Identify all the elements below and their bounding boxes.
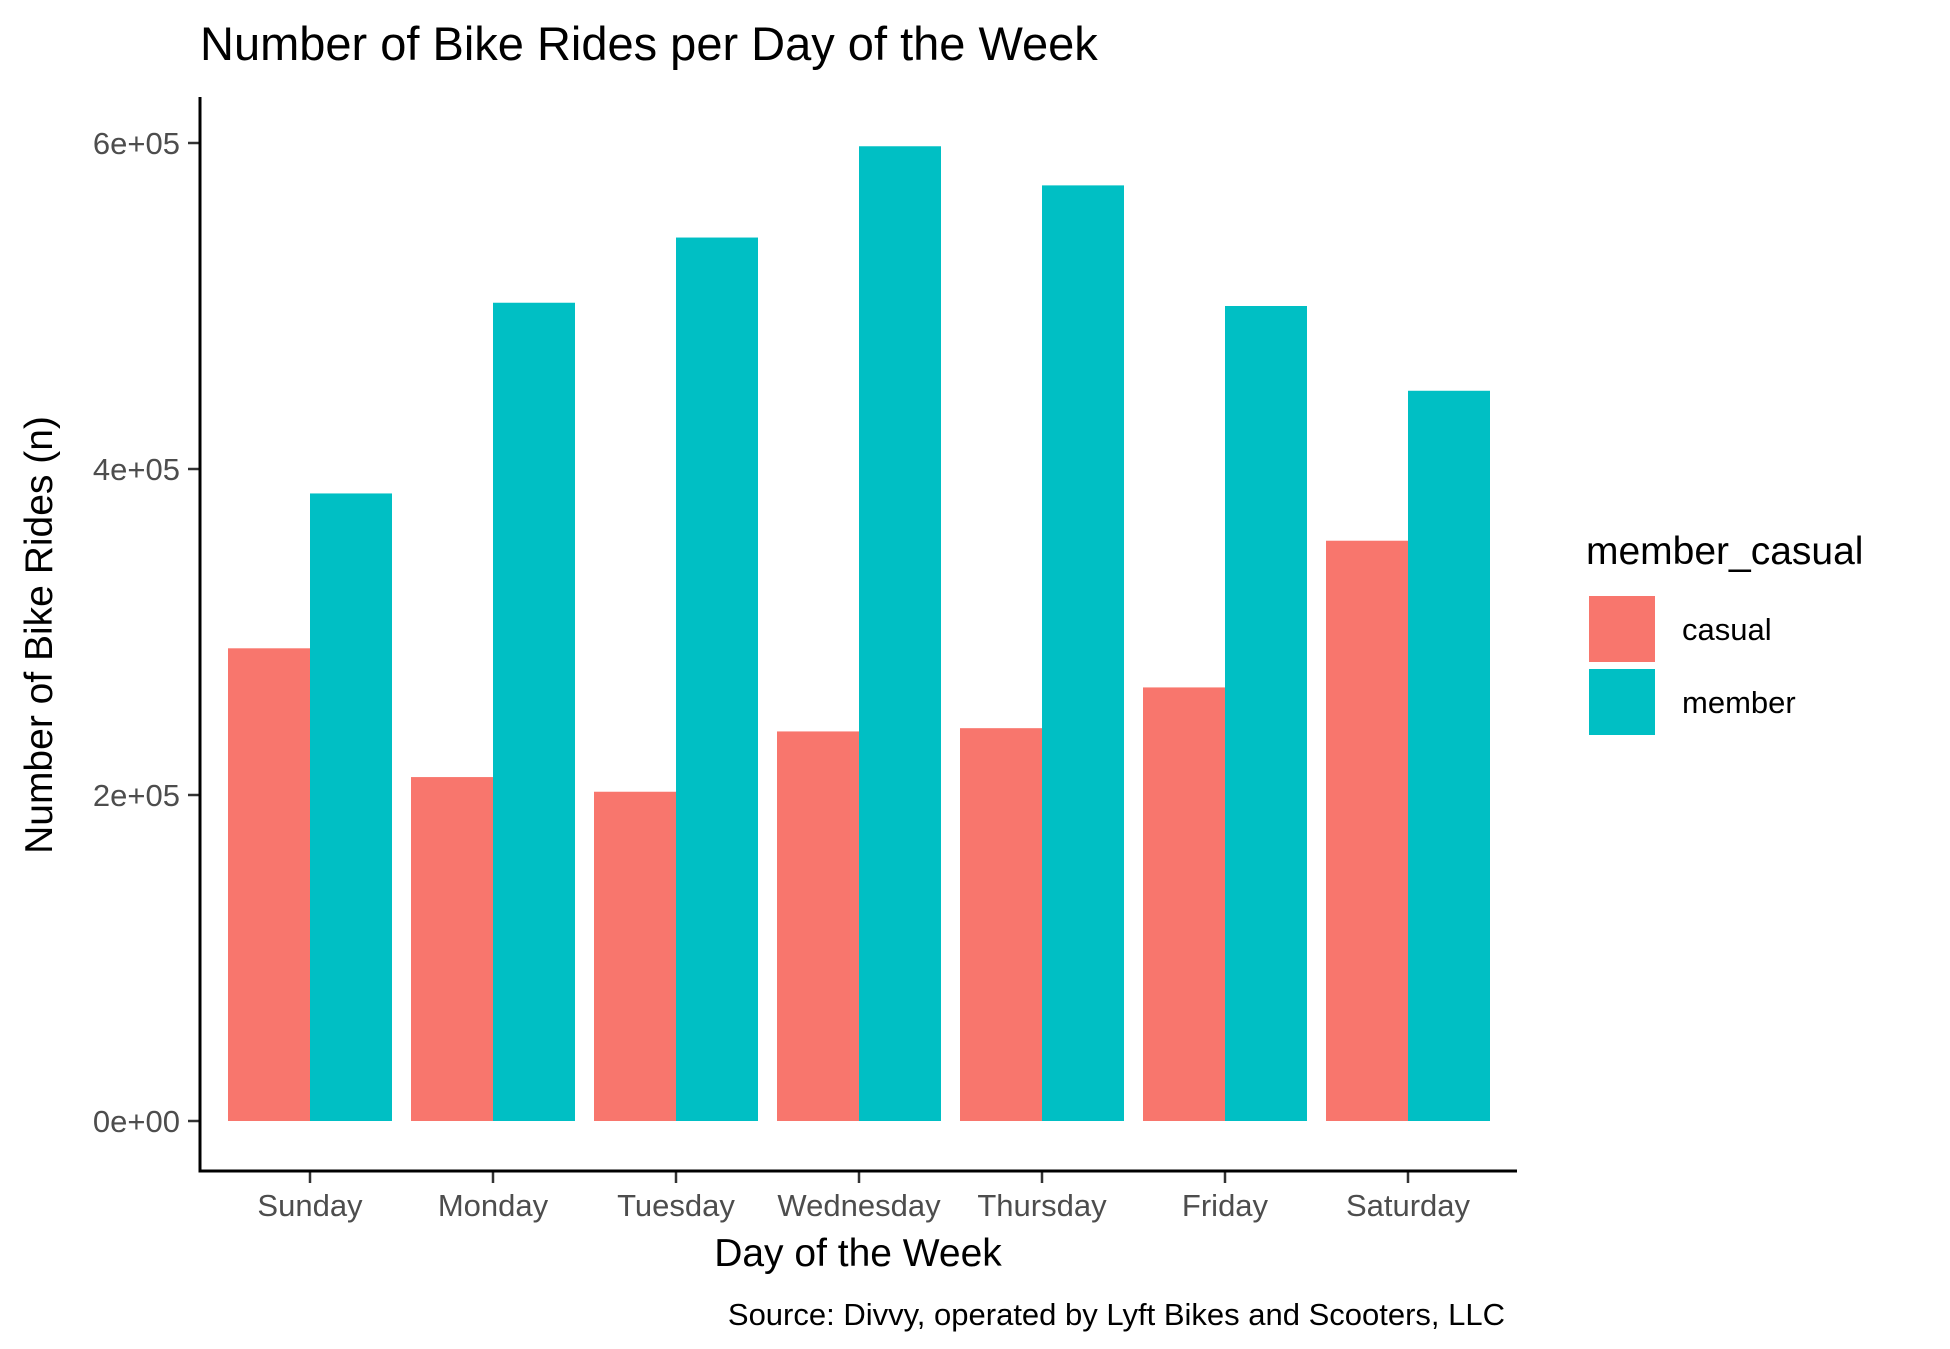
bar-member-saturday — [1408, 390, 1490, 1121]
legend-label-casual: casual — [1682, 612, 1772, 647]
x-tick-label-saturday: Saturday — [1346, 1188, 1471, 1223]
bar-casual-friday — [1143, 687, 1225, 1121]
legend-swatch-casual — [1589, 596, 1655, 662]
bar-member-tuesday — [676, 237, 758, 1122]
bar-casual-wednesday — [777, 731, 859, 1121]
bar-casual-saturday — [1326, 540, 1408, 1121]
bar-casual-monday — [411, 777, 493, 1121]
bar-casual-thursday — [960, 728, 1042, 1121]
x-axis-title: Day of the Week — [714, 1232, 1002, 1275]
y-axis-title: Number of Bike Rides (n) — [18, 416, 61, 854]
bar-member-thursday — [1042, 185, 1124, 1121]
x-tick-label-wednesday: Wednesday — [777, 1188, 941, 1223]
bar-casual-sunday — [228, 648, 310, 1121]
source-caption: Source: Divvy, operated by Lyft Bikes an… — [728, 1297, 1505, 1332]
x-axis: Sunday Monday Tuesday Wednesday Thursday Frid… — [257, 1171, 1471, 1223]
legend-title: member_casual — [1586, 530, 1863, 573]
bars — [228, 146, 1490, 1122]
legend: member_casual casual member — [1586, 530, 1863, 735]
y-tick-label: 2e+05 — [93, 778, 180, 813]
bar-member-friday — [1225, 306, 1307, 1121]
x-tick-label-friday: Friday — [1182, 1188, 1269, 1223]
y-tick-label: 0e+00 — [93, 1104, 180, 1139]
bar-member-wednesday — [859, 146, 941, 1121]
legend-swatch-member — [1589, 669, 1655, 735]
y-axis: 0e+00 2e+05 4e+05 6e+05 — [93, 126, 200, 1139]
chart-title: Number of Bike Rides per Day of the Week — [200, 17, 1098, 70]
y-tick-label: 4e+05 — [93, 452, 180, 487]
bar-member-sunday — [310, 493, 392, 1121]
legend-label-member: member — [1682, 685, 1796, 720]
bar-casual-tuesday — [594, 791, 676, 1121]
y-tick-label: 6e+05 — [93, 126, 180, 161]
x-tick-label-tuesday: Tuesday — [617, 1188, 735, 1223]
bar-member-monday — [493, 302, 575, 1121]
x-tick-label-sunday: Sunday — [257, 1188, 363, 1223]
x-tick-label-monday: Monday — [438, 1188, 549, 1223]
x-tick-label-thursday: Thursday — [977, 1188, 1107, 1223]
